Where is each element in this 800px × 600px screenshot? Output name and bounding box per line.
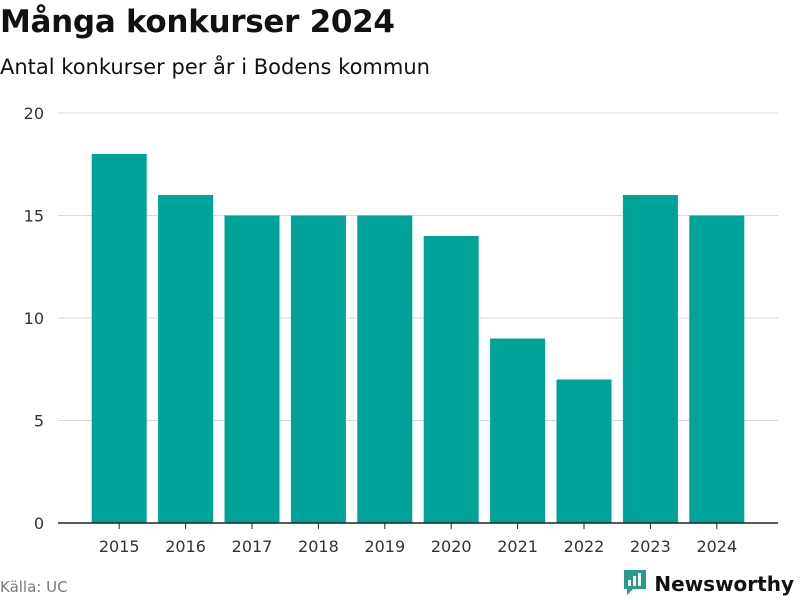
x-tick-label: 2017 xyxy=(232,537,273,556)
bar-2019 xyxy=(357,215,413,523)
x-tick-label: 2020 xyxy=(431,537,472,556)
x-tick-label: 2019 xyxy=(364,537,405,556)
x-tick-label: 2015 xyxy=(99,537,140,556)
bar-2017 xyxy=(224,215,280,523)
x-tick-label: 2021 xyxy=(497,537,538,556)
y-tick-label: 0 xyxy=(34,514,44,533)
chart-title: Många konkurser 2024 xyxy=(0,4,395,40)
bar-2023 xyxy=(622,195,678,523)
bar-2018 xyxy=(290,215,346,523)
x-tick-label: 2016 xyxy=(165,537,206,556)
bar-2022 xyxy=(556,379,612,523)
bar-2024 xyxy=(689,215,745,523)
x-axis xyxy=(58,522,778,529)
x-tick-label: 2022 xyxy=(564,537,605,556)
y-tick-label: 15 xyxy=(24,207,44,226)
bar-2016 xyxy=(158,195,214,523)
bar-2021 xyxy=(490,338,546,523)
chart-subtitle: Antal konkurser per år i Bodens kommun xyxy=(0,55,430,79)
bars xyxy=(91,154,745,523)
x-tick-label: 2024 xyxy=(696,537,737,556)
source-note: Källa: UC xyxy=(0,578,68,596)
brand-logo[interactable]: Newsworthy xyxy=(622,568,794,600)
x-tick-label: 2023 xyxy=(630,537,671,556)
brand-name: Newsworthy xyxy=(654,572,794,596)
newsworthy-logo-icon xyxy=(622,568,648,600)
bar-2020 xyxy=(423,236,479,523)
y-tick-label: 10 xyxy=(24,309,44,328)
y-tick-label: 20 xyxy=(24,104,44,123)
y-tick-label: 5 xyxy=(34,412,44,431)
y-axis-tick-labels: 0 5 10 15 20 xyxy=(24,104,44,533)
x-tick-label: 2018 xyxy=(298,537,339,556)
x-axis-tick-labels: 2015 2016 2017 2018 2019 2020 2021 2022 2023 2024 xyxy=(99,537,737,556)
bar-2015 xyxy=(91,154,147,523)
